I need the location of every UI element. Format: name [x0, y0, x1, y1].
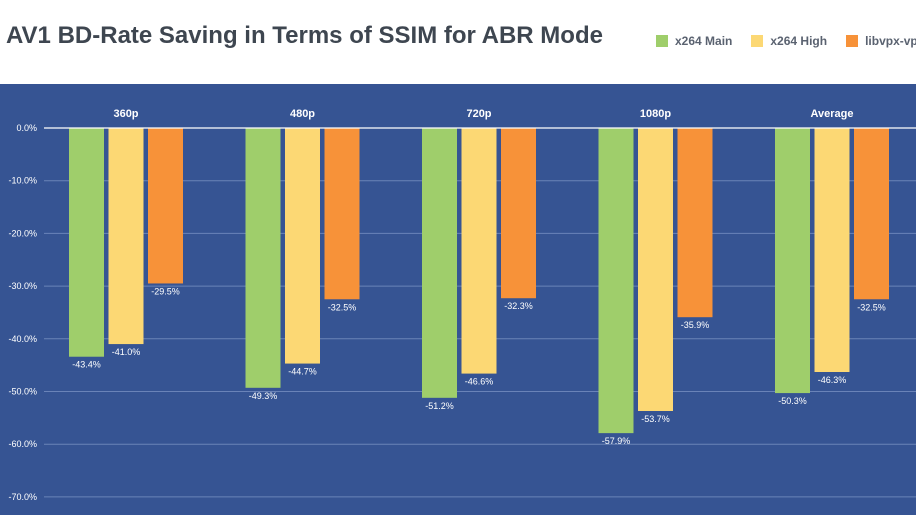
- y-tick-label: 0.0%: [16, 123, 37, 133]
- bar-libvpx-vp9-average: [854, 128, 889, 300]
- legend-item-libvpx-vp9: libvpx-vp9: [846, 34, 916, 48]
- bar-libvpx-vp9-720p: [501, 128, 536, 299]
- bar-x264-high-average: [814, 128, 850, 373]
- bar-libvpx-vp9-1080p: [677, 128, 713, 318]
- bar-x264-high-360p: [108, 128, 144, 345]
- legend-label-x264-main: x264 Main: [675, 34, 733, 48]
- legend-item-x264-main: x264 Main: [656, 34, 732, 48]
- legend: x264 Main x264 High libvpx-vp9: [656, 32, 916, 50]
- bar-chart: 0.0% -10.0% -20.0% -30.0% -40.0% -50.0% -60.0%…: [8, 108, 916, 502]
- y-tick-label: -70.0%: [8, 492, 37, 502]
- data-label-x264-main-360p: -43.4%: [72, 360, 101, 370]
- bar-x264-main-720p: [422, 128, 457, 398]
- category-label-480p: 480p: [290, 108, 315, 120]
- category-label-360p: 360p: [113, 108, 138, 120]
- category-label-average: Average: [810, 108, 853, 120]
- data-label-x264-main-1080p: -57.9%: [602, 436, 631, 446]
- bar-x264-main-360p: [69, 128, 104, 357]
- data-label-x264-main-720p: -51.2%: [425, 401, 454, 411]
- y-tick-label: -10.0%: [8, 176, 37, 186]
- data-label-libvpx-vp9-360p: -29.5%: [151, 286, 180, 296]
- legend-swatch-libvpx-vp9: [846, 35, 859, 47]
- bar-x264-high-480p: [285, 128, 320, 364]
- data-label-x264-main-average: -50.3%: [778, 396, 807, 406]
- legend-label-libvpx-vp9: libvpx-vp9: [865, 34, 916, 48]
- data-label-x264-main-480p: -49.3%: [249, 391, 278, 401]
- y-tick-label: -30.0%: [8, 281, 37, 291]
- chart-title: AV1 BD-Rate Saving in Terms of SSIM for …: [6, 22, 603, 49]
- legend-label-x264-high: x264 High: [770, 34, 828, 48]
- data-label-x264-high-average: -46.3%: [818, 375, 847, 385]
- bar-x264-main-480p: [245, 128, 281, 388]
- data-label-libvpx-vp9-average: -32.5%: [857, 302, 886, 312]
- data-label-x264-high-720p: -46.6%: [465, 377, 494, 387]
- data-label-libvpx-vp9-1080p: -35.9%: [681, 320, 710, 330]
- data-label-x264-high-360p: -41.0%: [112, 347, 141, 357]
- data-label-libvpx-vp9-480p: -32.5%: [328, 302, 357, 312]
- y-tick-label: -20.0%: [8, 228, 37, 238]
- category-label-720p: 720p: [466, 108, 491, 120]
- legend-item-x264-high: x264 High: [751, 34, 827, 48]
- bar-x264-main-average: [775, 128, 810, 394]
- legend-swatch-x264-main: [656, 35, 668, 47]
- bar-x264-main-1080p: [598, 128, 634, 434]
- y-tick-label: -40.0%: [8, 334, 37, 344]
- bar-x264-high-1080p: [638, 128, 673, 411]
- bar-x264-high-720p: [461, 128, 497, 374]
- bar-libvpx-vp9-360p: [148, 128, 183, 284]
- data-label-x264-high-1080p: -53.7%: [641, 414, 670, 424]
- chart-header: AV1 BD-Rate Saving in Terms of SSIM for …: [0, 0, 916, 84]
- data-label-libvpx-vp9-720p: -32.3%: [504, 301, 533, 311]
- bar-libvpx-vp9-480p: [324, 128, 360, 300]
- category-label-1080p: 1080p: [640, 108, 671, 120]
- y-tick-label: -60.0%: [8, 439, 37, 449]
- plot-area: 0.0% -10.0% -20.0% -30.0% -40.0% -50.0% -60.0%…: [0, 84, 916, 515]
- legend-swatch-x264-high: [751, 35, 764, 47]
- data-label-x264-high-480p: -44.7%: [288, 367, 317, 377]
- y-tick-label: -50.0%: [8, 387, 37, 397]
